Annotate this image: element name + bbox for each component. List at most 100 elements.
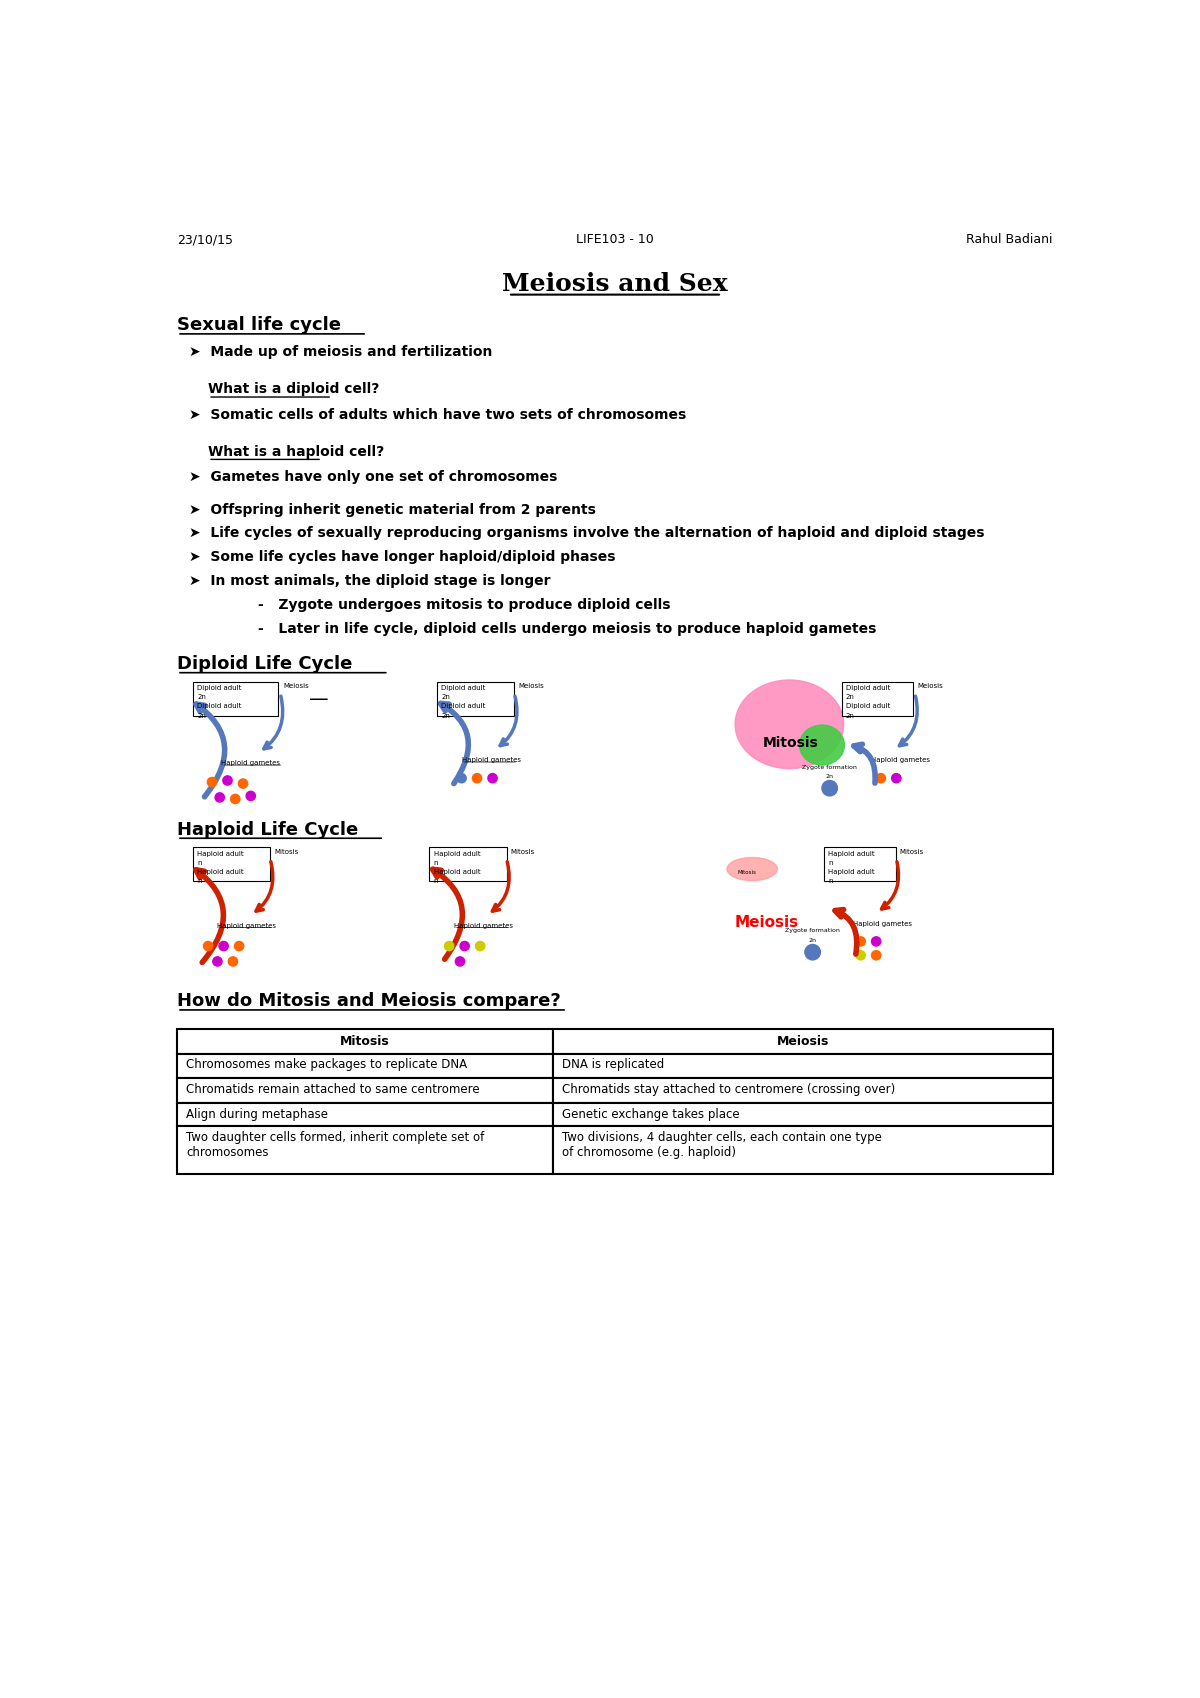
Bar [553, 1104, 1052, 1126]
Text: Diploid adult: Diploid adult [846, 684, 890, 691]
FancyArrowPatch shape [440, 703, 468, 783]
Text: n: n [433, 859, 438, 866]
Text: n: n [828, 859, 833, 866]
Circle shape [246, 791, 256, 800]
Circle shape [234, 941, 244, 951]
Text: Haploid adult: Haploid adult [197, 869, 244, 874]
Text: Mitosis: Mitosis [762, 735, 818, 751]
FancyArrowPatch shape [835, 910, 857, 954]
Circle shape [871, 937, 881, 946]
FancyArrowPatch shape [256, 861, 272, 912]
Circle shape [208, 778, 217, 786]
Text: Meiosis: Meiosis [518, 684, 544, 689]
Text: Mitosis: Mitosis [738, 869, 756, 874]
Text: ➤  Some life cycles have longer haploid/diploid phases: ➤ Some life cycles have longer haploid/d… [188, 550, 616, 564]
Text: 2n: 2n [442, 713, 450, 718]
Text: Haploid gametes: Haploid gametes [853, 920, 912, 927]
Text: Haploid adult: Haploid adult [433, 851, 480, 856]
Bar [437, 683, 515, 717]
Text: Mitosis: Mitosis [340, 1036, 390, 1048]
Circle shape [457, 774, 467, 783]
Circle shape [239, 779, 247, 788]
Text: Diploid Life Cycle: Diploid Life Cycle [178, 655, 353, 672]
FancyArrowPatch shape [264, 696, 283, 749]
Circle shape [230, 795, 240, 803]
Circle shape [822, 781, 838, 796]
Text: Haploid gametes: Haploid gametes [454, 924, 512, 929]
Circle shape [488, 774, 497, 783]
Text: ➤  In most animals, the diploid stage is longer: ➤ In most animals, the diploid stage is … [188, 574, 551, 588]
Text: 23/10/15: 23/10/15 [178, 233, 233, 246]
Text: ➤  Offspring inherit genetic material from 2 parents: ➤ Offspring inherit genetic material fro… [188, 503, 595, 516]
Text: DNA is replicated: DNA is replicated [563, 1058, 665, 1071]
Text: 2n: 2n [442, 694, 450, 700]
Text: Meiosis: Meiosis [776, 1036, 829, 1048]
Text: Meiosis: Meiosis [736, 915, 799, 931]
Text: Haploid Life Cycle: Haploid Life Cycle [178, 820, 359, 839]
Circle shape [892, 774, 901, 783]
Circle shape [444, 941, 454, 951]
Text: Haploid adult: Haploid adult [197, 851, 244, 856]
Bar [178, 1078, 553, 1104]
Bar [553, 1029, 1052, 1054]
Circle shape [212, 956, 222, 966]
Bar [178, 1054, 553, 1078]
Circle shape [473, 774, 481, 783]
Bar [842, 683, 913, 717]
Ellipse shape [727, 857, 778, 881]
Text: Meiosis: Meiosis [283, 684, 310, 689]
Text: Align during metaphase: Align during metaphase [186, 1107, 329, 1121]
Text: n: n [433, 878, 438, 885]
Text: —: — [308, 689, 329, 708]
Text: 2n: 2n [826, 774, 834, 779]
Circle shape [460, 941, 469, 951]
Text: Haploid gametes: Haploid gametes [462, 757, 521, 764]
Text: Diploid adult: Diploid adult [846, 703, 890, 710]
Text: ➤  Made up of meiosis and fertilization: ➤ Made up of meiosis and fertilization [188, 345, 492, 360]
Text: 2n: 2n [809, 937, 817, 942]
Text: n: n [197, 878, 202, 885]
Circle shape [218, 941, 228, 951]
Bar [193, 683, 278, 717]
Text: Haploid adult: Haploid adult [828, 851, 875, 856]
Text: Zygote formation: Zygote formation [803, 766, 857, 771]
Circle shape [805, 944, 821, 959]
Text: Meiosis: Meiosis [917, 684, 943, 689]
FancyArrowPatch shape [882, 861, 899, 908]
Text: Haploid gametes: Haploid gametes [221, 761, 281, 766]
Circle shape [455, 956, 464, 966]
Text: Haploid gametes: Haploid gametes [871, 757, 930, 764]
Circle shape [215, 793, 224, 801]
Text: Haploid adult: Haploid adult [828, 869, 875, 874]
Text: How do Mitosis and Meiosis compare?: How do Mitosis and Meiosis compare? [178, 992, 560, 1010]
Text: ➤  Life cycles of sexually reproducing organisms involve the alternation of hapl: ➤ Life cycles of sexually reproducing or… [188, 526, 984, 540]
Text: LIFE103 - 10: LIFE103 - 10 [576, 233, 654, 246]
Text: Rahul Badiani: Rahul Badiani [966, 233, 1052, 246]
Text: 2n: 2n [846, 694, 854, 700]
Text: -   Zygote undergoes mitosis to produce diploid cells: - Zygote undergoes mitosis to produce di… [258, 598, 671, 611]
Text: What is a haploid cell?: What is a haploid cell? [208, 445, 384, 458]
Bar [553, 1078, 1052, 1104]
Text: 2n: 2n [197, 713, 206, 718]
Bar [178, 1104, 553, 1126]
Text: Diploid adult: Diploid adult [197, 684, 241, 691]
Text: Diploid adult: Diploid adult [442, 703, 486, 710]
Ellipse shape [736, 679, 844, 769]
Text: n: n [828, 878, 833, 885]
Ellipse shape [799, 725, 845, 766]
Circle shape [204, 941, 212, 951]
Circle shape [475, 941, 485, 951]
Text: Diploid adult: Diploid adult [197, 703, 241, 710]
Text: Sexual life cycle: Sexual life cycle [178, 316, 341, 335]
Text: Diploid adult: Diploid adult [442, 684, 486, 691]
Text: Meiosis and Sex: Meiosis and Sex [502, 272, 728, 295]
FancyArrowPatch shape [196, 705, 224, 796]
Text: Mitosis: Mitosis [510, 849, 535, 856]
FancyArrowPatch shape [492, 861, 509, 912]
Text: 2n: 2n [846, 713, 854, 718]
Bar [824, 847, 895, 881]
FancyArrowPatch shape [196, 869, 223, 963]
FancyArrowPatch shape [500, 696, 517, 745]
Bar [553, 1126, 1052, 1173]
Text: Two daughter cells formed, inherit complete set of
chromosomes: Two daughter cells formed, inherit compl… [186, 1131, 485, 1158]
